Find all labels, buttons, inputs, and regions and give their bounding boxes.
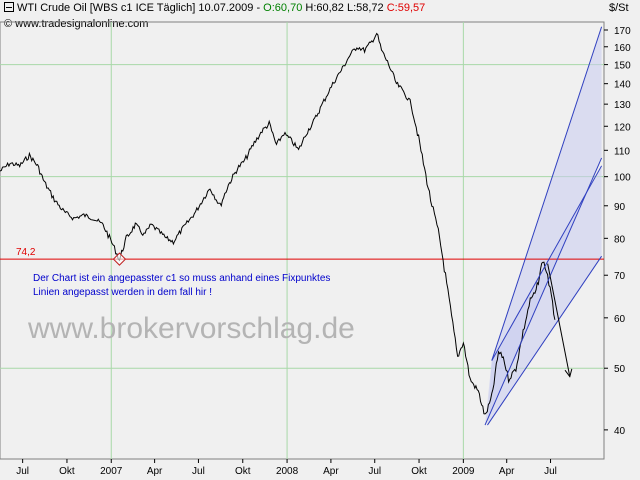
channel-fills	[485, 26, 602, 426]
y-tick-label: 60	[614, 314, 626, 325]
x-tick-label: 2009	[452, 466, 475, 477]
channel-lines	[484, 26, 603, 426]
arrow-shaft	[547, 263, 571, 377]
annotation-line-2: Linien angepasst werden in dem fall hir …	[33, 287, 212, 298]
y-tick-label: 40	[614, 426, 626, 437]
channel-2-lower-line	[487, 255, 603, 426]
x-tick-label: Jul	[368, 466, 381, 477]
annotation-line-1: Der Chart ist ein angepasster c1 so muss…	[33, 273, 330, 284]
chart-header-icon	[4, 2, 14, 12]
y-tick-label: 120	[614, 122, 631, 133]
close-value: C:59,57	[386, 2, 426, 14]
x-tick-label: Okt	[235, 466, 251, 477]
y-tick-label: 50	[614, 364, 626, 375]
x-tick-label: Jul	[16, 466, 29, 477]
price-series	[0, 32, 556, 415]
x-tick-label: Okt	[411, 466, 427, 477]
level-label: 74,2	[16, 247, 36, 258]
y-tick-label: 110	[614, 146, 630, 157]
open-value: O:60,70	[263, 2, 303, 14]
high-low-values: H:60,82 L:58,72	[302, 2, 387, 14]
x-tick-label: 2007	[100, 466, 123, 477]
channel-1-upper-line	[491, 26, 603, 361]
x-tick-label: Jul	[192, 466, 205, 477]
x-tick-label: Apr	[499, 466, 515, 477]
x-tick-label: Jul	[544, 466, 557, 477]
fixpoint-marker	[112, 252, 127, 266]
y-axis: 40 50 60 70 80 90 100 110 120 130 140 150 160 170	[604, 26, 631, 437]
channel-1-lower-line	[484, 157, 603, 426]
arrow-head	[564, 368, 573, 378]
y-tick-label: 170	[614, 26, 631, 37]
channel-2-upper-line	[491, 165, 603, 361]
x-tick-label: Apr	[323, 466, 339, 477]
x-axis: Jul Okt 2007 Apr Jul Okt 2008 Apr Jul Okt 2009 Apr J…	[16, 459, 557, 477]
x-tick-label: 2008	[276, 466, 299, 477]
y-tick-label: 130	[614, 100, 631, 111]
copyright-text: © www.tradesignalonline.com	[4, 18, 149, 30]
channel-fill-2	[487, 165, 602, 426]
grid	[0, 21, 605, 460]
y-tick-label: 80	[614, 234, 626, 245]
y-tick-label: 160	[614, 43, 631, 54]
y-tick-label: 100	[614, 173, 631, 184]
price-line	[0, 32, 556, 415]
y-tick-label: 90	[614, 202, 626, 213]
horizontal-level: 74,2	[0, 247, 604, 260]
forecast-arrow	[547, 263, 573, 378]
x-tick-label: Apr	[147, 466, 163, 477]
chart-header-title: WTI Crude Oil [WBS c1 ICE Täglich] 10.07…	[4, 2, 425, 14]
watermark: www.brokervorschlag.de	[27, 312, 355, 345]
plot-border	[0, 21, 605, 460]
y-tick-label: 150	[614, 61, 631, 72]
symbol-info: WTI Crude Oil [WBS c1 ICE Täglich] 10.07…	[17, 2, 264, 14]
unit-label: $/St	[609, 2, 629, 14]
x-tick-label: Okt	[59, 466, 75, 477]
y-tick-label: 140	[614, 80, 631, 91]
y-tick-label: 70	[614, 271, 626, 282]
